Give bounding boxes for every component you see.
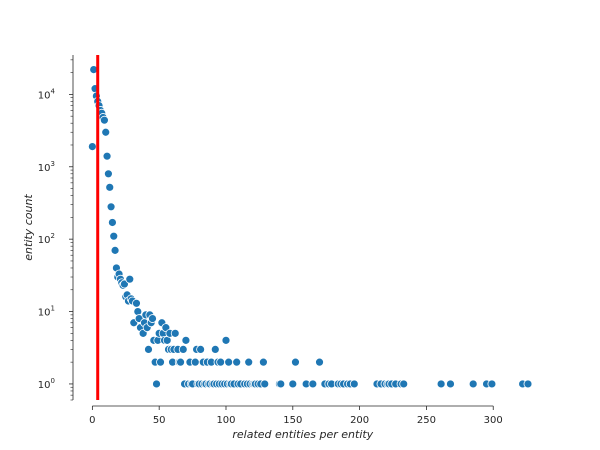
- scatter-point: [216, 357, 226, 367]
- scatter-point: [291, 357, 300, 367]
- y-tick-exponent: 1: [51, 305, 55, 313]
- y-tick-base: 10: [38, 163, 51, 174]
- scatter-point: [399, 379, 409, 389]
- x-tick-label: 250: [417, 415, 436, 426]
- y-axis-label: entity count: [22, 194, 35, 261]
- scatter-point: [144, 345, 153, 354]
- y-tick-exponent: 2: [51, 232, 55, 240]
- scatter-point: [170, 328, 180, 338]
- scatter-point: [196, 345, 206, 354]
- scatter-point: [176, 357, 185, 367]
- y-tick-label: 102: [38, 232, 55, 246]
- y-tick-exponent: 0: [51, 377, 55, 385]
- y-tick-base: 10: [38, 235, 51, 246]
- scatter-point: [156, 357, 165, 367]
- scatter-point: [288, 379, 298, 389]
- scatter-point: [487, 379, 497, 389]
- scatter-point: [108, 218, 117, 227]
- y-tick-label: 103: [38, 160, 55, 174]
- scatter-point: [104, 169, 113, 179]
- scatter-point: [181, 335, 191, 345]
- scatter-point: [133, 307, 143, 316]
- y-tick-label: 101: [38, 305, 55, 319]
- y-tick-label: 100: [38, 377, 55, 391]
- scatter-point: [152, 379, 161, 389]
- scatter-point: [110, 245, 120, 255]
- scatter-point: [87, 142, 97, 151]
- x-tick-label: 0: [89, 415, 95, 426]
- scatter-point: [210, 345, 220, 354]
- y-tick-exponent: 4: [51, 87, 56, 95]
- scatter-point: [523, 379, 533, 389]
- x-tick-label: 200: [350, 415, 369, 426]
- y-tick-exponent: 3: [51, 160, 55, 168]
- data-points: [87, 65, 533, 389]
- scatter-point: [105, 182, 115, 192]
- scatter-point: [244, 357, 254, 367]
- scatter-point: [109, 231, 119, 241]
- scatter-point: [106, 202, 116, 212]
- scatter-point: [102, 151, 112, 161]
- scatter-point: [468, 379, 478, 389]
- x-tick-label: 300: [484, 415, 503, 426]
- y-tick-label: 104: [38, 87, 56, 101]
- x-tick-label: 100: [216, 415, 235, 426]
- scatter-point: [224, 357, 234, 367]
- scatter-point: [148, 314, 157, 323]
- scatter-point: [99, 115, 109, 125]
- scatter-point: [101, 127, 111, 137]
- y-tick-base: 10: [38, 90, 51, 101]
- y-tick-base: 10: [38, 308, 51, 319]
- scatter-point: [178, 345, 188, 354]
- scatter-point: [259, 357, 268, 367]
- x-tick-label: 50: [153, 415, 166, 426]
- scatter-point: [446, 379, 455, 389]
- y-tick-base: 10: [38, 380, 51, 391]
- scatter-point: [308, 379, 318, 389]
- x-tick-label: 150: [283, 415, 302, 426]
- scatter-point: [436, 379, 446, 389]
- scatter-point: [125, 274, 135, 284]
- scatter-point: [132, 298, 141, 308]
- x-axis-label: related entities per entity: [232, 428, 373, 441]
- x-axis: 0 50 100 150 200 250 300: [89, 405, 503, 426]
- scatter-point: [315, 357, 324, 367]
- scatter-point: [221, 335, 231, 345]
- scatter-point: [276, 379, 286, 389]
- scatter-point: [190, 357, 200, 367]
- scatter-point: [232, 357, 242, 367]
- scatter-point: [349, 379, 359, 389]
- scatter-point: [260, 379, 270, 389]
